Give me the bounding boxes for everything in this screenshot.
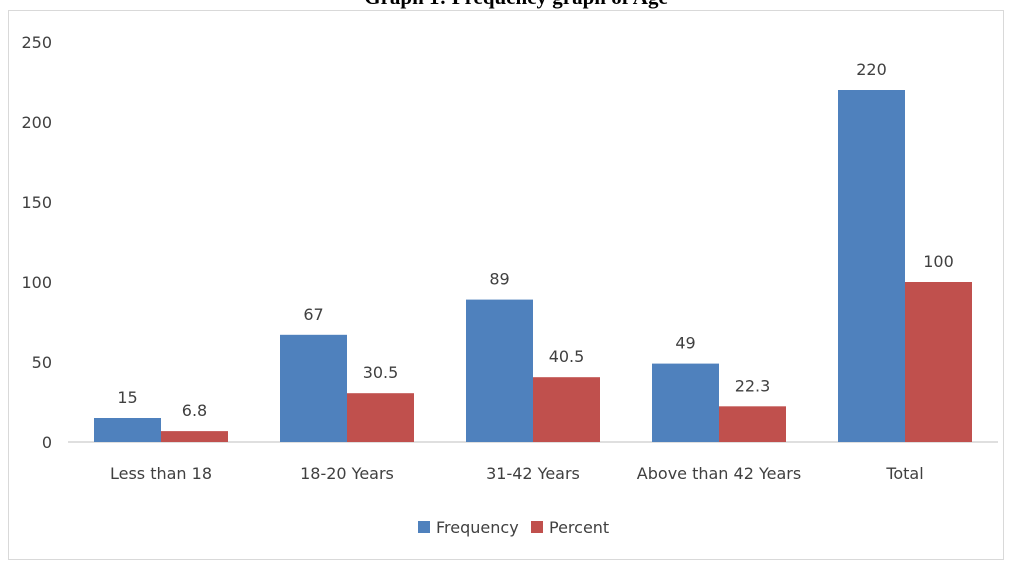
data-label-frequency: 15 <box>117 388 137 407</box>
x-category-label: Above than 42 Years <box>637 464 801 483</box>
x-category-label: Less than 18 <box>110 464 212 483</box>
data-label-percent: 22.3 <box>735 376 771 395</box>
data-label-frequency: 67 <box>303 305 323 324</box>
data-labels: 15 6.8 67 30.5 89 40.5 49 22.3 220 100 <box>117 60 953 420</box>
legend-swatch-frequency <box>418 521 430 533</box>
data-label-frequency: 220 <box>856 60 887 79</box>
legend-swatch-percent <box>531 521 543 533</box>
x-category-label: 18-20 Years <box>300 464 394 483</box>
y-tick-label: 100 <box>21 273 52 292</box>
bar-percent <box>533 377 600 442</box>
y-tick-label: 150 <box>21 193 52 212</box>
bar-frequency <box>94 418 161 442</box>
bar-frequency <box>652 363 719 442</box>
data-label-frequency: 89 <box>489 270 509 289</box>
bar-percent <box>161 431 228 442</box>
data-label-percent: 6.8 <box>182 401 207 420</box>
chart-title: Graph 1: Frequency graph of Age <box>364 0 668 9</box>
bar-frequency <box>838 90 905 442</box>
x-category-label: Total <box>885 464 923 483</box>
y-tick-label: 0 <box>42 433 52 452</box>
y-tick-label: 50 <box>32 353 52 372</box>
data-label-percent: 30.5 <box>363 363 399 382</box>
y-tick-label: 250 <box>21 33 52 52</box>
legend-label-frequency: Frequency <box>436 518 519 537</box>
bar-frequency <box>466 299 533 442</box>
data-label-percent: 100 <box>923 252 954 271</box>
x-axis-categories: Less than 18 18-20 Years 31-42 Years Above … <box>110 464 924 483</box>
y-axis-ticks: 0 50 100 150 200 250 <box>21 33 52 452</box>
bar-percent <box>905 282 972 442</box>
y-tick-label: 200 <box>21 113 52 132</box>
data-label-percent: 40.5 <box>549 347 585 366</box>
chart-frame <box>8 10 1004 560</box>
bar-frequency <box>280 334 347 442</box>
data-label-frequency: 49 <box>675 334 695 353</box>
bar-percent <box>719 406 786 442</box>
bar-percent <box>347 393 414 442</box>
legend-label-percent: Percent <box>549 518 609 537</box>
x-category-label: 31-42 Years <box>486 464 580 483</box>
bar-marks <box>94 90 972 442</box>
legend: Frequency Percent <box>418 518 609 537</box>
